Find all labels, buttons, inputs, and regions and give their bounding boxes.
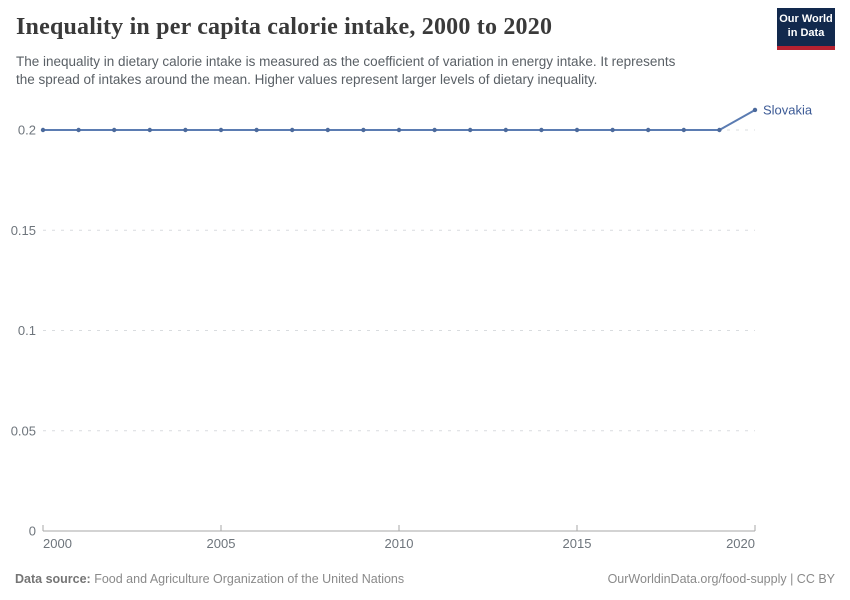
data-point-marker <box>361 127 366 133</box>
data-point-marker <box>468 127 473 133</box>
owid-url-cc[interactable]: OurWorldinData.org/food-supply | CC BY <box>607 572 835 586</box>
chart-subtitle-line1: The inequality in dietary calorie intake… <box>16 54 676 69</box>
line-chart[interactable]: 0 0.05 0.1 0.15 0.2 2000 2005 2010 2015 2020 Slova… <box>0 95 850 565</box>
data-point-marker <box>432 127 437 133</box>
data-source-label: Data source: <box>15 572 91 586</box>
data-point-marker <box>76 127 81 133</box>
data-point-marker <box>325 127 330 133</box>
data-point-marker <box>503 127 508 133</box>
data-source-text: Food and Agriculture Organization of the… <box>94 572 405 586</box>
series-line-slovakia[interactable] <box>42 108 756 131</box>
y-axis-tick-label: 0.2 <box>18 123 36 138</box>
data-point-marker <box>717 127 722 133</box>
chart-footer: Data source: Food and Agriculture Organi… <box>15 572 835 586</box>
y-axis-tick-label: 0 <box>29 524 36 539</box>
data-point-marker <box>112 127 117 133</box>
chart-subtitle-line2: the spread of intakes around the mean. H… <box>16 71 598 87</box>
y-axis-tick-label: 0.1 <box>18 323 36 338</box>
y-axis-tick-label: 0.15 <box>11 223 36 238</box>
data-point-marker <box>218 127 224 133</box>
chart-subtitle: The inequality in dietary calorie intake… <box>16 53 761 88</box>
y-axis-tick-label: 0.05 <box>11 423 36 438</box>
x-axis-tick-label: 2000 <box>43 536 72 551</box>
x-axis-tick-label: 2005 <box>207 536 236 551</box>
data-point-marker <box>681 127 686 133</box>
data-point-marker <box>396 127 402 133</box>
x-axis-tick-label: 2015 <box>563 536 592 551</box>
data-point-marker <box>574 127 580 133</box>
owid-logo-line2: in Data <box>787 27 825 39</box>
data-point-marker <box>290 127 295 133</box>
data-point-marker <box>147 127 152 133</box>
page-title: Inequality in per capita calorie intake,… <box>16 14 553 40</box>
x-axis-tick-label: 2020 <box>726 536 755 551</box>
data-source: Data source: Food and Agriculture Organi… <box>15 572 404 586</box>
data-point-marker <box>183 127 188 133</box>
owid-logo: Our World in Data <box>777 8 835 50</box>
data-point-marker <box>40 127 46 133</box>
data-point-marker <box>610 127 615 133</box>
owid-logo-line1: Our World <box>779 13 833 26</box>
x-axis-tick-label: 2010 <box>385 536 414 551</box>
data-point-marker <box>539 127 544 133</box>
data-point-marker <box>752 107 758 113</box>
data-point-marker <box>646 127 651 133</box>
series-label-slovakia[interactable]: Slovakia <box>763 102 813 117</box>
line-chart-svg[interactable]: 0 0.05 0.1 0.15 0.2 2000 2005 2010 2015 2020 Slova… <box>0 95 850 565</box>
data-point-marker <box>254 127 259 133</box>
